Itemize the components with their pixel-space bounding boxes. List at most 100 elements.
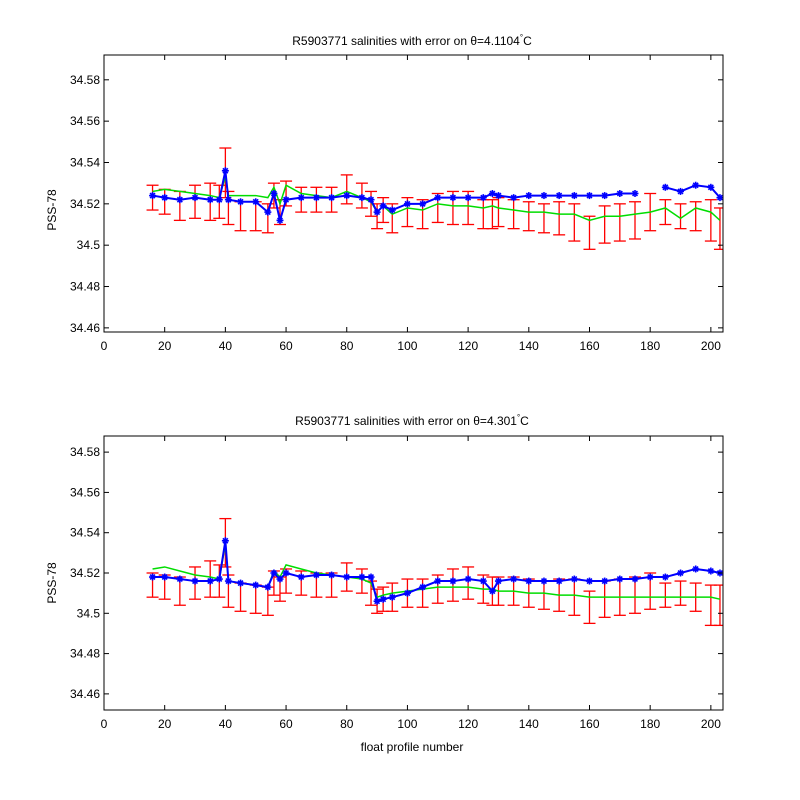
series-line-raw [152, 540, 721, 603]
star-d2 [216, 196, 223, 203]
star-d2 [465, 194, 472, 201]
star-d2 [707, 184, 714, 191]
star-d2 [252, 198, 259, 205]
data-point [707, 567, 715, 575]
x-tick-label: 140 [519, 717, 539, 731]
star-d2 [662, 184, 669, 191]
top-panel-data-layer [146, 147, 723, 250]
data-point [464, 575, 472, 583]
y-tick-label: 34.58 [70, 73, 100, 87]
star-d2 [313, 194, 320, 201]
data-point [149, 573, 157, 581]
data-point [312, 194, 320, 202]
bottom-panel-plot-area: 0 20 40 60 80 100 120 140 160 180 200 34.46 34.48 34.… [70, 435, 724, 731]
star-d2 [434, 578, 441, 585]
data-point [343, 192, 351, 200]
x-tick-label: 60 [279, 717, 293, 731]
star-d2 [368, 196, 375, 203]
star-d2 [489, 190, 496, 197]
data-point [297, 573, 305, 581]
data-point [488, 587, 496, 595]
data-point [379, 202, 387, 210]
data-point [449, 577, 457, 585]
data-point [585, 577, 593, 585]
errorbar [537, 203, 550, 234]
y-tick-label: 34.54 [70, 526, 100, 540]
data-point [692, 565, 700, 573]
x-tick-label: 20 [158, 339, 172, 353]
bottom-panel: R5903771 salinities with error on θ=4.30… [45, 413, 724, 754]
data-point [692, 181, 700, 189]
data-point [297, 194, 305, 202]
data-point [282, 569, 290, 577]
star-d2 [207, 578, 214, 585]
star-d2 [298, 194, 305, 201]
top-panel-axes-frame [103, 54, 724, 333]
star-d2 [631, 190, 639, 197]
data-point [494, 577, 502, 585]
star-d2 [368, 574, 375, 581]
data-point [343, 573, 351, 581]
data-point [367, 196, 375, 204]
errorbar [568, 203, 581, 242]
star-d2 [692, 182, 699, 189]
data-point [312, 571, 320, 579]
errorbar [598, 205, 611, 244]
data-point [555, 192, 563, 200]
star-d2 [480, 578, 487, 585]
star-d2 [389, 207, 396, 214]
x-tick-label: 0 [101, 717, 108, 731]
star-d2 [149, 574, 156, 581]
star-d2 [716, 194, 723, 201]
star-d2 [270, 190, 277, 197]
data-point [631, 575, 639, 583]
star-d2 [313, 571, 320, 579]
x-tick-label: 20 [158, 717, 172, 731]
data-point [631, 190, 639, 197]
star-d2 [707, 567, 714, 575]
data-point [601, 577, 609, 585]
data-point [677, 187, 685, 195]
errorbar [629, 201, 642, 240]
errorbar [583, 215, 596, 250]
star-d2 [601, 578, 608, 585]
data-point [367, 573, 375, 581]
errorbar [659, 199, 672, 226]
star-d2 [692, 565, 699, 572]
data-point [388, 593, 396, 601]
data-point [388, 206, 396, 214]
data-point [449, 194, 457, 202]
star-d2 [556, 192, 563, 199]
data-point [224, 196, 232, 204]
star-d2 [389, 594, 396, 601]
star-d2 [276, 576, 284, 583]
star-d2 [192, 578, 199, 585]
errorbar [486, 199, 499, 230]
data-point [373, 597, 381, 605]
star-d2 [631, 576, 639, 583]
star-d2 [510, 576, 517, 583]
data-point [716, 194, 723, 202]
data-point [434, 194, 442, 202]
data-point [161, 573, 169, 581]
star-d2 [264, 209, 271, 216]
bottom-panel-title: R5903771 salinities with error on θ=4.30… [295, 413, 529, 428]
data-point [540, 577, 548, 585]
star-d2 [616, 190, 623, 197]
star-d2 [176, 196, 183, 203]
data-point [601, 192, 609, 200]
errorbar [704, 199, 717, 242]
errorbar [713, 207, 723, 250]
star-d2 [374, 598, 381, 605]
star-d2 [276, 217, 284, 224]
star-d2 [161, 194, 168, 201]
errorbar [674, 580, 687, 606]
top-panel-plot-area: 0 20 40 60 80 100 120 140 160 180 200 34.46 34.48 34.… [70, 54, 724, 353]
data-point [264, 208, 272, 216]
star-d2 [222, 537, 229, 544]
star-d2 [283, 569, 290, 577]
errorbar [674, 203, 687, 230]
data-point [419, 200, 427, 208]
star-d2 [176, 576, 183, 583]
data-point [479, 194, 487, 202]
